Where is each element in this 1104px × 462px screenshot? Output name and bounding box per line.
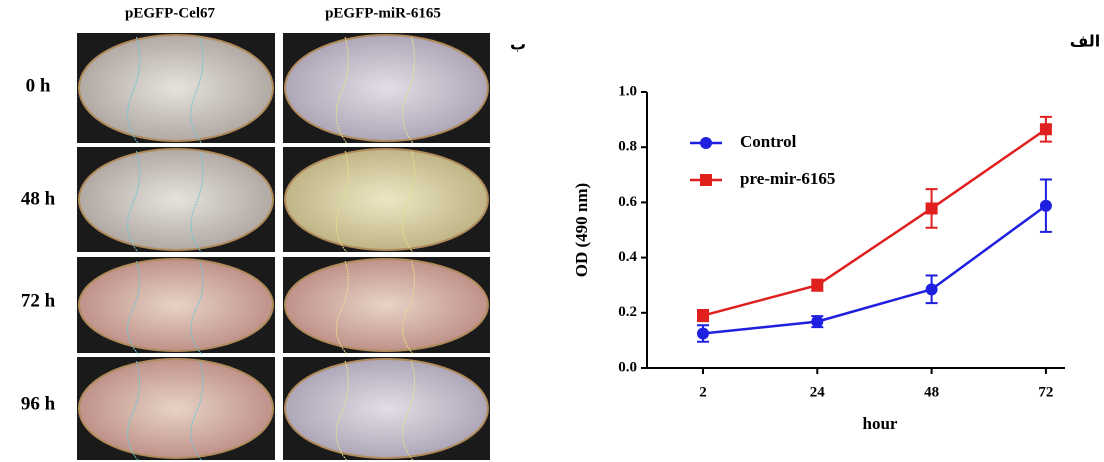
y-tick-label: 0.6	[618, 194, 637, 210]
point	[697, 327, 709, 340]
legend-label: Control	[740, 132, 797, 151]
series-line	[702, 204, 1047, 335]
wound-edge	[127, 360, 141, 462]
column-header: pEGFP-Cel67	[125, 5, 215, 21]
wound-edge	[127, 36, 141, 144]
micrograph-field	[78, 34, 274, 142]
panel-label: الف	[1070, 32, 1101, 51]
legend-marker	[700, 174, 712, 186]
legend-marker	[700, 137, 712, 149]
row-label: 72 h	[21, 290, 56, 311]
y-tick-label: 1.0	[618, 83, 637, 99]
wound-edge	[402, 360, 416, 462]
micrograph-field	[78, 358, 274, 459]
y-axis-label: OD (490 nm)	[572, 183, 591, 277]
x-tick-label: 24	[810, 384, 826, 400]
wound-edge	[190, 360, 204, 462]
micrograph-field	[284, 258, 489, 352]
row-label: 96 h	[21, 393, 56, 414]
legend-label: pre-mir-6165	[740, 169, 835, 188]
micrograph-field	[284, 34, 489, 142]
y-tick-label: 0.8	[618, 139, 637, 155]
line-chart: 0.0 0.2 0.4 0.6 0.8 1.0 2 24 48 72 hour OD (490 nm)…	[572, 83, 1065, 433]
y-tick-label: 0.4	[618, 249, 637, 265]
x-tick-label: 48	[924, 384, 939, 400]
point	[1039, 199, 1052, 212]
micrograph-field	[284, 148, 489, 251]
y-tick-label: 0.0	[618, 359, 637, 375]
point	[811, 279, 824, 292]
wound-edge	[127, 150, 141, 253]
wound-edge	[402, 36, 416, 144]
point	[925, 202, 938, 215]
wound-edge	[335, 360, 349, 462]
point	[1039, 123, 1052, 136]
series-line	[702, 128, 1047, 317]
wound-edge	[335, 36, 349, 144]
x-tick-label: 2	[699, 384, 707, 400]
micrograph-field	[284, 358, 489, 459]
point	[811, 315, 824, 328]
x-axis-label: hour	[863, 414, 898, 433]
column-header: pEGFP-miR-6165	[325, 5, 441, 21]
row-label: 0 h	[26, 75, 51, 96]
wound-edge	[335, 150, 349, 253]
point	[925, 283, 938, 296]
panel-label: ب	[510, 35, 526, 54]
micrograph-grid	[77, 33, 490, 462]
wound-edge	[402, 150, 416, 253]
wound-edge	[190, 36, 204, 144]
x-tick-label: 72	[1038, 384, 1053, 400]
point	[697, 309, 709, 322]
y-tick-label: 0.2	[618, 304, 637, 320]
micrograph-field	[78, 258, 274, 352]
row-label: 48 h	[21, 188, 56, 209]
wound-edge	[190, 150, 204, 253]
micrograph-field	[78, 148, 274, 251]
